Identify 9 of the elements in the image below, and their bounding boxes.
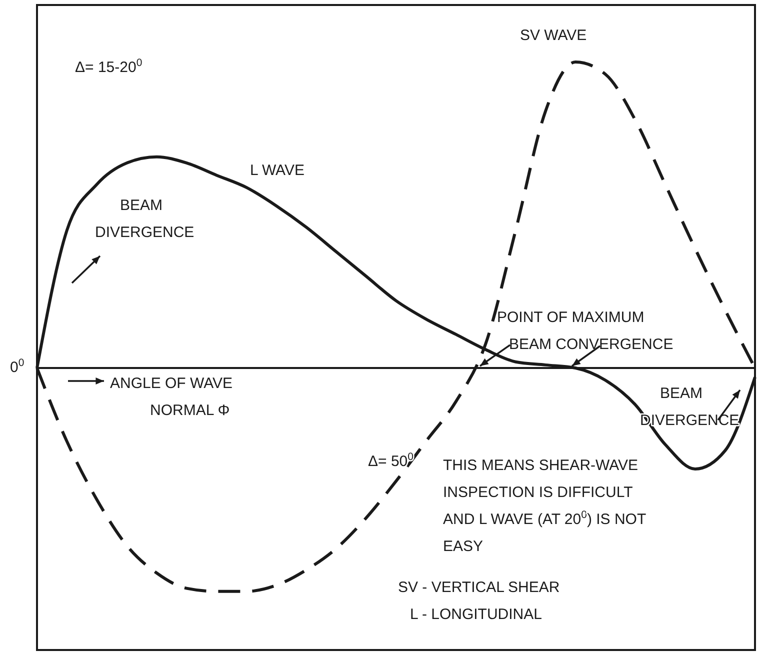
annotation: BEAM DIVERGENCE — [95, 197, 194, 241]
annotation: POINT OF MAXIMUM BEAM CONVERGENCE — [497, 309, 674, 353]
annotation: ANGLE OF WAVE NORMAL Φ — [110, 375, 233, 419]
series-label: SV WAVE — [520, 27, 587, 44]
annotation: Δ= 15-20$^{0}$ — [75, 57, 142, 76]
series-label: L WAVE — [250, 162, 304, 179]
annotation: SV - VERTICAL SHEAR L - LONGITUDINAL — [398, 579, 560, 623]
text: THIS MEANS SHEAR-WAVE INSPECTION IS DIFFICULT AND L WAVE (AT 20$^{0}$) IS NOT EASY — [443, 457, 646, 555]
text: 0$^{0}$ — [10, 357, 24, 376]
